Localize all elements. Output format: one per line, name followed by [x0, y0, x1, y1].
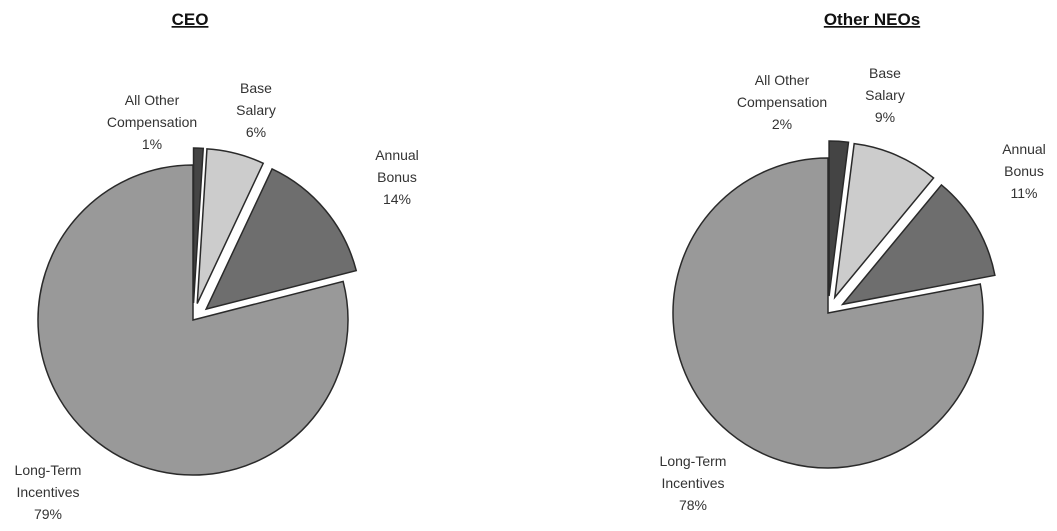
- slice-label: All Other Compensation 1%: [107, 92, 197, 152]
- slice-label: Long-Term Incentives 78%: [660, 453, 727, 513]
- pie-slice-annual-bonus: [840, 183, 996, 306]
- ceo-pie-chart: CEO Long-Term Incentives 79% All Other Compe…: [15, 10, 419, 522]
- slice-label: All Other Compensation 2%: [737, 72, 827, 132]
- slice-percent: 6%: [246, 124, 266, 140]
- pie-slice-all-other-compensation: [828, 140, 850, 297]
- other-neos-pie-chart: Other NEOs Long-Term Incentives 78% All Oth…: [660, 10, 1046, 513]
- slice-label: Base Salary 6%: [236, 80, 276, 140]
- slice-label: Annual Bonus 14%: [375, 147, 419, 207]
- slice-label-line: Annual: [1002, 141, 1046, 157]
- slice-percent: 78%: [679, 497, 707, 513]
- slice-label-line: Base: [240, 80, 272, 96]
- slice-percent: 9%: [875, 109, 895, 125]
- slice-label: Base Salary 9%: [865, 65, 905, 125]
- slice-label-line: Salary: [865, 87, 905, 103]
- slice-label-line: Bonus: [1004, 163, 1044, 179]
- pie-slice-base-salary: [196, 148, 265, 304]
- pie-slice-all-other-compensation: [192, 147, 205, 304]
- slice-label-line: Bonus: [377, 169, 417, 185]
- slice-label-line: Annual: [375, 147, 419, 163]
- slice-percent: 79%: [34, 506, 62, 522]
- slice-label-line: All Other: [755, 72, 810, 88]
- slice-label-line: Incentives: [16, 484, 79, 500]
- pie-slice-annual-bonus: [204, 167, 358, 311]
- slice-percent: 11%: [1011, 185, 1038, 201]
- slice-label: Long-Term Incentives 79%: [15, 462, 82, 522]
- chart-title: Other NEOs: [824, 10, 920, 29]
- slice-label-line: Compensation: [737, 94, 827, 110]
- slice-percent: 2%: [772, 116, 792, 132]
- slice-label-line: Base: [869, 65, 901, 81]
- slice-label-line: Compensation: [107, 114, 197, 130]
- slice-label: Annual Bonus 11%: [1002, 141, 1046, 201]
- slice-label-line: Incentives: [661, 475, 724, 491]
- chart-title: CEO: [172, 10, 209, 29]
- slice-percent: 1%: [142, 136, 162, 152]
- slice-label-line: All Other: [125, 92, 180, 108]
- slice-label-line: Long-Term: [660, 453, 727, 469]
- slice-percent: 14%: [383, 191, 411, 207]
- slice-label-line: Salary: [236, 102, 276, 118]
- pie-slice-long-term-incentives: [37, 164, 349, 476]
- slice-label-line: Long-Term: [15, 462, 82, 478]
- pie-slice-long-term-incentives: [672, 157, 984, 469]
- pie-slice-base-salary: [833, 142, 935, 300]
